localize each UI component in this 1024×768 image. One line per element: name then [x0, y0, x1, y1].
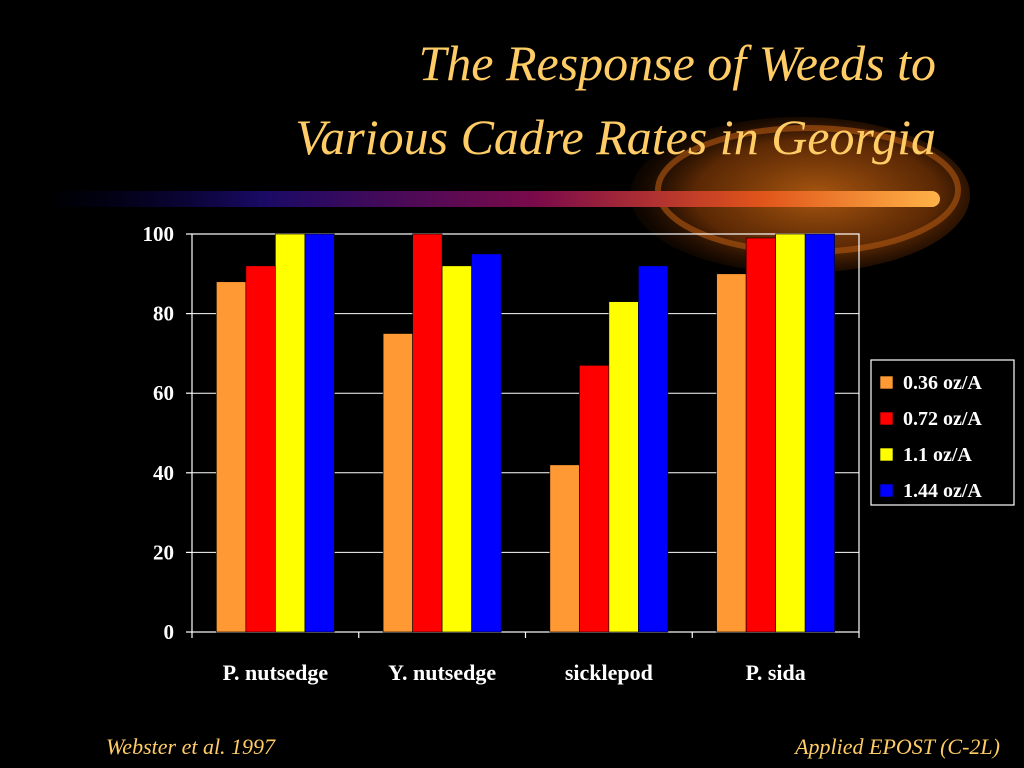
legend-swatch — [879, 483, 894, 498]
legend-label: 1.44 oz/A — [903, 480, 982, 502]
bar-p-sida-series-4 — [804, 233, 835, 633]
legend-swatch — [879, 447, 894, 462]
y-tick-label: 100 — [143, 222, 175, 246]
legend-swatch — [879, 411, 894, 426]
citation-footer: Webster et al. 1997 — [106, 734, 276, 759]
bar-sicklepod-series-1 — [549, 464, 580, 633]
bar-p-sida-series-1 — [716, 273, 747, 633]
x-category-label: P. nutsedge — [223, 660, 329, 685]
legend-swatch — [879, 375, 894, 390]
application-footer: Applied EPOST (C-2L) — [795, 734, 1000, 759]
bar-sicklepod-series-2 — [579, 365, 610, 633]
bar-y-nutsedge-series-3 — [441, 265, 472, 633]
bar-p-sida-series-3 — [775, 233, 806, 633]
title-line-1: The Response of Weeds to — [418, 35, 936, 91]
x-category-label: Y. nutsedge — [388, 660, 496, 685]
legend-label: 0.72 oz/A — [903, 408, 982, 430]
bar-y-nutsedge-series-2 — [412, 233, 443, 633]
bar-p-nutsedge-series-3 — [275, 233, 306, 633]
bar-sicklepod-series-3 — [608, 301, 639, 633]
bar-p-nutsedge-series-1 — [216, 281, 247, 633]
bar-sicklepod-series-4 — [638, 265, 669, 633]
legend-label: 1.1 oz/A — [903, 444, 972, 466]
y-tick-label: 80 — [153, 302, 174, 326]
title-line-2: Various Cadre Rates in Georgia — [295, 109, 936, 165]
bar-p-nutsedge-series-4 — [304, 233, 335, 633]
bar-y-nutsedge-series-1 — [382, 333, 413, 633]
y-tick-label: 20 — [153, 540, 174, 564]
y-tick-label: 60 — [153, 381, 174, 405]
slide-title: The Response of Weeds to Various Cadre R… — [295, 26, 936, 174]
y-tick-label: 40 — [153, 461, 174, 485]
legend-label: 0.36 oz/A — [903, 372, 982, 394]
y-tick-label: 0 — [164, 620, 175, 644]
x-category-label: sicklepod — [565, 660, 653, 685]
bar-y-nutsedge-series-4 — [471, 253, 502, 633]
x-category-label: P. sida — [745, 660, 805, 685]
legend-box — [870, 359, 1015, 506]
bar-p-sida-series-2 — [745, 237, 776, 633]
bar-p-nutsedge-series-2 — [245, 265, 276, 633]
